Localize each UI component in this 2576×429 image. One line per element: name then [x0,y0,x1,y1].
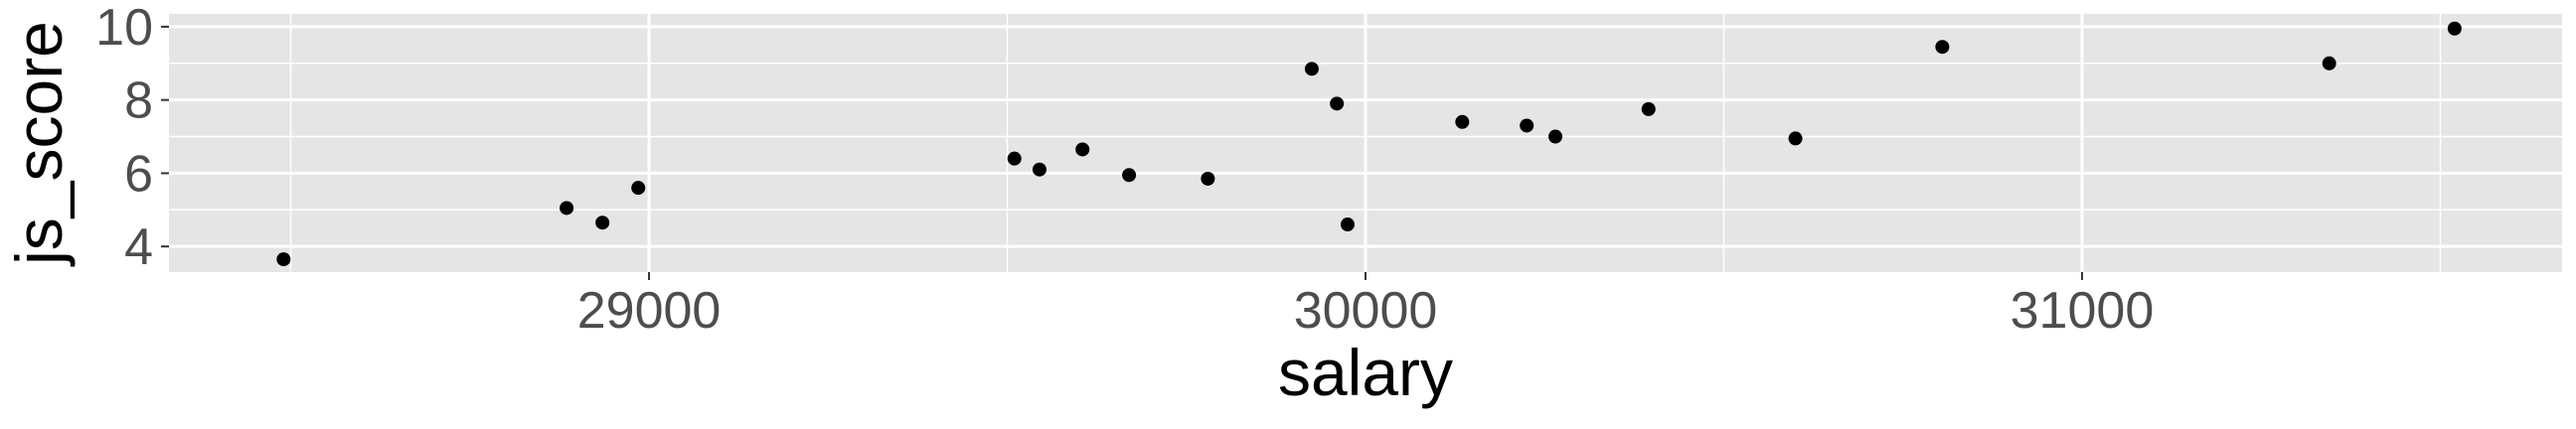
data-point [1032,162,1046,177]
data-point [1548,129,1563,144]
y-tick-label: 4 [124,218,153,276]
data-point [276,252,291,267]
data-point [560,201,574,215]
data-point [1520,118,1534,133]
y-axis-ticks: 4 6 8 10 [95,0,169,276]
y-tick-label: 6 [124,145,153,203]
data-point [1122,168,1137,183]
data-point [1788,131,1803,146]
data-point [1935,40,1950,55]
x-tick-label: 29000 [577,282,722,340]
data-point [1007,151,1022,166]
x-tick-label: 30000 [1294,282,1438,340]
data-point [1201,171,1215,186]
data-point [1641,101,1656,116]
data-point [631,181,646,196]
data-point [1304,62,1319,76]
data-point [1340,217,1355,232]
data-point [1455,114,1470,129]
data-point [1075,142,1090,157]
x-tick-label: 31000 [2011,282,2155,340]
data-point [2447,21,2462,36]
major-gridlines [169,14,2562,272]
data-point [1330,96,1345,111]
x-axis-ticks: 29000 30000 31000 [577,272,2155,340]
data-point [2322,56,2336,71]
y-tick-label: 10 [95,0,153,57]
data-point [595,215,610,230]
y-axis-title: js_score [2,21,76,267]
y-tick-label: 8 [124,72,153,130]
x-axis-title: salary [1278,336,1453,409]
data-points [276,21,2462,267]
